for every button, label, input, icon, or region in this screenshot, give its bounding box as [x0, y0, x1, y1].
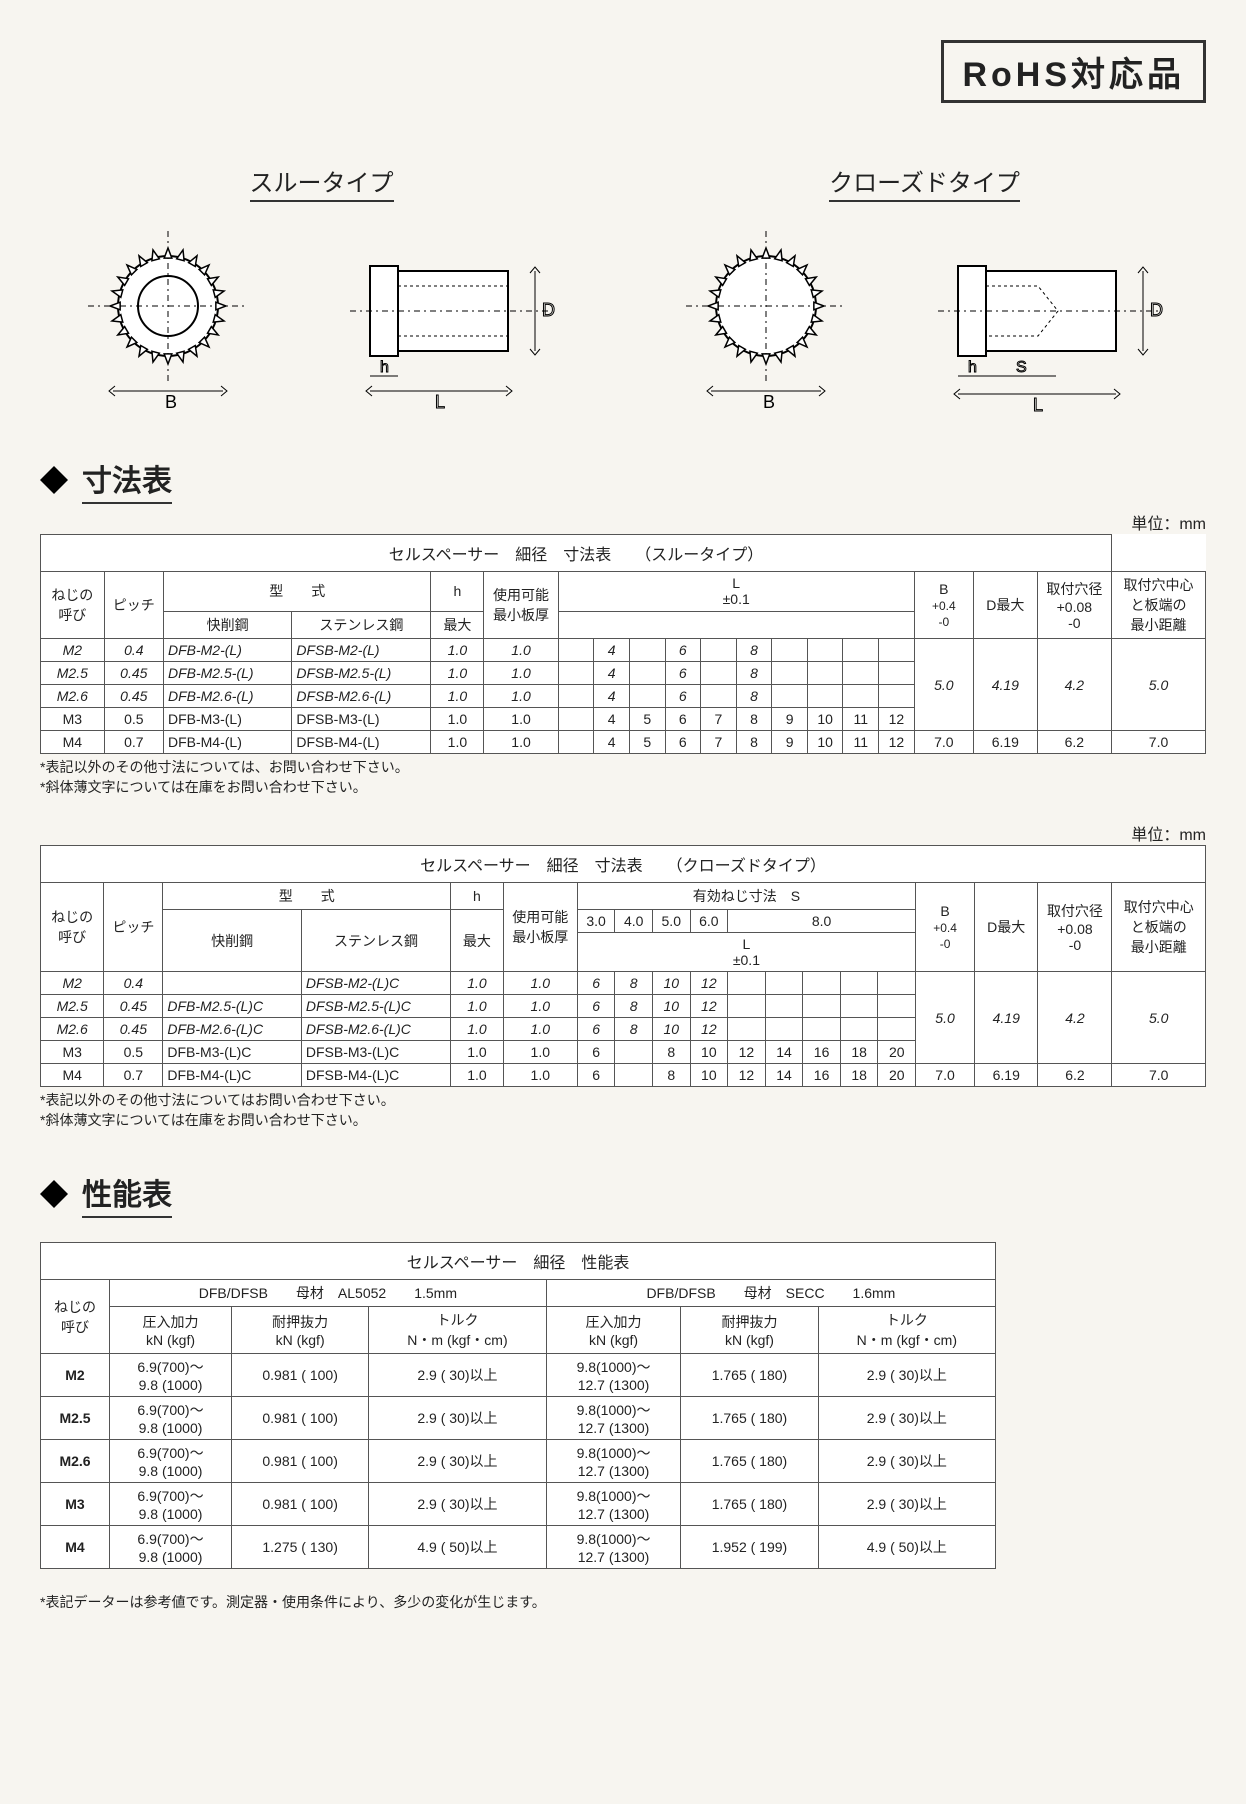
t3-h-rtorque: トルク N・m (kgf・cm)	[818, 1307, 996, 1354]
t2-h-Ltol: L±0.1	[577, 933, 915, 972]
t1-h-sus: ステンレス鋼	[292, 611, 431, 638]
closed-type-title: クローズドタイプ	[829, 163, 1020, 202]
svg-text:S: S	[1016, 359, 1027, 376]
rohs-badge: RoHS対応品	[941, 40, 1206, 103]
t3-h-ltorque: トルク N・m (kgf・cm)	[369, 1307, 547, 1354]
t1-h-hmax: 最大	[431, 611, 484, 638]
t1-h-plate: 使用可能 最小板厚	[484, 572, 558, 639]
diamond-icon	[40, 452, 68, 480]
closed-front-drawing: B	[681, 216, 851, 416]
diamond-icon	[40, 1166, 68, 1194]
t2-h-model: 型 式	[163, 883, 451, 910]
unit-label-2: 単位：mm	[40, 821, 1206, 845]
through-type-title: スルータイプ	[250, 163, 394, 202]
t3-title: セルスペーサー 細径 性能表	[41, 1243, 996, 1280]
t1-h-neji: ねじの 呼び	[41, 572, 105, 639]
t2-h-hmax: 最大	[451, 910, 504, 972]
dimension-table-closed: セルスペーサー 細径 寸法表 （クローズドタイプ） ねじの 呼び ピッチ 型 式…	[40, 845, 1206, 1087]
closed-side-drawing: h S L D	[928, 216, 1168, 416]
table-row: M20.4DFB-M2-(L)DFSB-M2-(L)1.01.04685.04.…	[41, 639, 1206, 662]
t2-s-0: 3.0	[577, 910, 615, 933]
t3-h-lpull: 耐押抜力 kN (kgf)	[232, 1307, 369, 1354]
svg-text:L: L	[435, 392, 445, 412]
t3-h-lpush: 圧入加力 kN (kgf)	[110, 1307, 232, 1354]
t2-h-h: h	[451, 883, 504, 910]
table-row: M4 6.9(700)～ 9.8 (1000) 1.275 ( 130) 4.9…	[41, 1526, 996, 1569]
t2-h-sus: ステンレス鋼	[301, 910, 450, 972]
t1-h-pitch: ピッチ	[104, 572, 163, 639]
table-row: M2 6.9(700)～ 9.8 (1000) 0.981 ( 100) 2.9…	[41, 1354, 996, 1397]
svg-text:h: h	[968, 359, 977, 376]
t2-h-plate: 使用可能 最小板厚	[503, 883, 577, 972]
performance-table: セルスペーサー 細径 性能表 ねじの 呼び DFB/DFSB 母材 AL5052…	[40, 1242, 996, 1569]
t2-h-cut: 快削鋼	[163, 910, 302, 972]
svg-text:h: h	[380, 359, 389, 376]
t1-h-B: B+0.4 -0	[914, 572, 973, 639]
through-side-drawing: h L D	[340, 216, 560, 416]
table-row: M40.7DFB-M4-(L)DFSB-M4-(L)1.01.045678910…	[41, 731, 1206, 754]
dimension-table-through: セルスペーサー 細径 寸法表 （スルータイプ） ねじの 呼び ピッチ 型 式 h…	[40, 534, 1206, 754]
t1-h-D: D最大	[974, 572, 1038, 639]
svg-text:L: L	[1033, 395, 1043, 415]
t1-h-L: L±0.1	[558, 572, 914, 612]
table2-title: セルスペーサー 細径 寸法表 （クローズドタイプ）	[41, 846, 1206, 883]
drawings-row: スルータイプ B	[40, 163, 1206, 416]
svg-text:D: D	[1150, 300, 1163, 320]
t3-h-rpull: 耐押抜力 kN (kgf)	[681, 1307, 818, 1354]
t2-s-2: 5.0	[652, 910, 690, 933]
t1-h-model: 型 式	[163, 572, 431, 612]
performance-section-title: 性能表	[40, 1170, 1206, 1218]
svg-text:D: D	[542, 300, 555, 320]
t2-h-hole: 取付穴径 +0.08 -0	[1038, 883, 1112, 972]
table-row: M2.5 6.9(700)～ 9.8 (1000) 0.981 ( 100) 2…	[41, 1397, 996, 1440]
t1-h-hole: 取付穴径 +0.08 -0	[1037, 572, 1111, 639]
t2-h-B: B+0.4 -0	[916, 883, 975, 972]
table-row: M2.6 6.9(700)～ 9.8 (1000) 0.981 ( 100) 2…	[41, 1440, 996, 1483]
t3-h-rpush: 圧入加力 kN (kgf)	[546, 1307, 681, 1354]
closed-type-column: クローズドタイプ B	[643, 163, 1206, 416]
t1-h-cut: 快削鋼	[163, 611, 291, 638]
t3-right-header: DFB/DFSB 母材 SECC 1.6mm	[546, 1280, 995, 1307]
t1-h-edge: 取付穴中心 と板端の 最小距離	[1112, 572, 1206, 639]
through-front-drawing: B	[83, 216, 253, 416]
dim-b-label: B	[165, 392, 177, 412]
table2-notes: *表記以外のその他寸法についてはお問い合わせ下さい。 *斜体薄文字については在庫…	[40, 1091, 1206, 1130]
svg-text:B: B	[763, 392, 775, 412]
through-type-column: スルータイプ B	[40, 163, 603, 416]
t1-h-h: h	[431, 572, 484, 612]
table1-notes: *表記以外のその他寸法については、お問い合わせ下さい。 *斜体薄文字については在…	[40, 758, 1206, 797]
table-row: M40.7DFB-M4-(L)CDFSB-M4-(L)C1.01.0681012…	[41, 1064, 1206, 1087]
table-row: M20.4DFSB-M2-(L)C1.01.06810125.04.194.25…	[41, 972, 1206, 995]
t2-s-1: 4.0	[615, 910, 653, 933]
table3-notes: *表記データーは参考値です。測定器・使用条件により、多少の変化が生じます。	[40, 1593, 1206, 1613]
table1-title: セルスペーサー 細径 寸法表 （スルータイプ）	[41, 535, 1112, 572]
unit-label-1: 単位：mm	[40, 510, 1206, 534]
dimension-section-title: 寸法表	[40, 456, 1206, 504]
t3-left-header: DFB/DFSB 母材 AL5052 1.5mm	[110, 1280, 547, 1307]
t2-h-edge: 取付穴中心 と板端の 最小距離	[1112, 883, 1206, 972]
table-row: M3 6.9(700)～ 9.8 (1000) 0.981 ( 100) 2.9…	[41, 1483, 996, 1526]
t2-s-4: 8.0	[728, 910, 916, 933]
t3-h-neji: ねじの 呼び	[41, 1280, 110, 1354]
t2-h-S: 有効ねじ寸法 S	[577, 883, 915, 910]
t2-h-pitch: ピッチ	[104, 883, 163, 972]
t2-h-neji: ねじの 呼び	[41, 883, 104, 972]
t2-s-3: 6.0	[690, 910, 728, 933]
t2-h-D: D最大	[975, 883, 1038, 972]
